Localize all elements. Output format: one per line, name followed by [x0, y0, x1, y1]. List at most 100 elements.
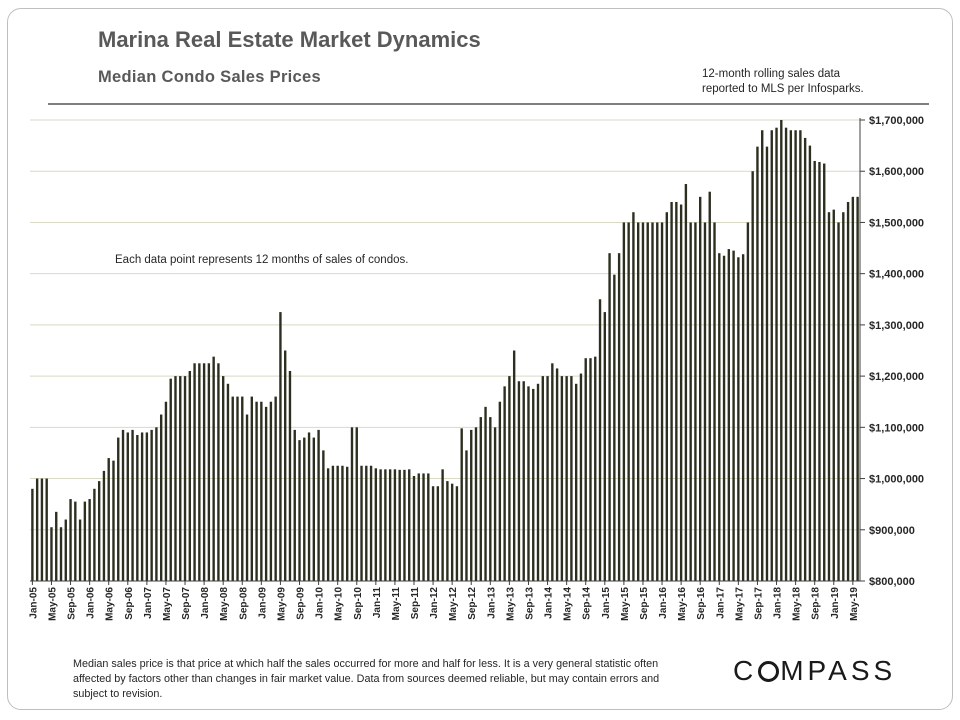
bar: [417, 473, 420, 581]
bar: [536, 383, 540, 581]
x-tick-label: Jan-09: [257, 587, 268, 619]
bar: [360, 465, 363, 581]
bar: [665, 212, 669, 581]
bar: [741, 254, 745, 582]
bar: [560, 376, 564, 581]
bar: [207, 363, 211, 581]
bar: [303, 437, 306, 581]
bar: [83, 501, 87, 581]
bar: [574, 383, 578, 581]
x-tick-label: May-13: [505, 587, 516, 621]
bar: [842, 212, 845, 581]
bar: [31, 488, 34, 581]
x-tick-label: Sep-08: [238, 587, 249, 620]
bar: [689, 222, 692, 581]
bar: [245, 414, 249, 581]
bar: [398, 469, 401, 581]
y-tick-label: $1,200,000: [869, 371, 924, 383]
bar: [350, 427, 354, 581]
x-tick-label: Sep-12: [467, 587, 478, 620]
bar: [403, 469, 406, 581]
bar: [646, 222, 649, 581]
bar: [293, 429, 296, 581]
x-tick-label: Jan-05: [28, 587, 39, 619]
bar: [651, 222, 654, 581]
bar: [78, 519, 82, 581]
bar: [422, 473, 425, 581]
x-tick-label: May-10: [334, 587, 345, 621]
bar: [803, 137, 807, 581]
bar: [264, 406, 268, 581]
bar: [412, 475, 416, 581]
bar: [479, 417, 482, 581]
bar: [202, 363, 206, 581]
bar: [436, 486, 440, 581]
x-tick-label: May-15: [620, 587, 631, 621]
bar: [74, 501, 77, 581]
x-tick-label: Sep-09: [296, 587, 307, 620]
logo-text-start: C: [733, 655, 758, 686]
x-tick-label: Jan-13: [486, 587, 497, 619]
bar: [112, 460, 115, 581]
x-tick-label: Jan-10: [315, 587, 326, 619]
x-tick-label: Sep-07: [181, 587, 192, 620]
bar: [627, 222, 630, 581]
bar: [188, 370, 191, 581]
bar: [269, 401, 273, 581]
x-tick-label: Sep-18: [811, 587, 822, 620]
x-tick-label: Jan-06: [86, 587, 97, 619]
bar: [603, 312, 606, 581]
bar: [226, 383, 230, 581]
bar: [675, 201, 678, 581]
bar: [393, 469, 397, 581]
bar: [307, 432, 311, 581]
bar: [250, 396, 254, 581]
bar: [121, 429, 125, 581]
data-source-note: 12-month rolling sales data reported to …: [702, 67, 864, 97]
bar: [808, 145, 812, 581]
bar: [288, 370, 292, 581]
x-tick-label: May-16: [677, 587, 688, 621]
bar: [613, 274, 616, 581]
bar: [97, 481, 101, 581]
bar: [164, 401, 168, 581]
y-tick-label: $1,000,000: [869, 474, 924, 486]
bar: [59, 527, 63, 581]
x-tick-label: May-05: [47, 587, 58, 621]
x-tick-label: Jan-19: [830, 587, 841, 619]
x-tick-label: Jan-14: [544, 587, 555, 619]
x-axis-ticks: Jan-05 May-05 Sep-05 Jan-06 May-06 Sep-06 Jan-…: [28, 581, 860, 621]
bar: [279, 312, 282, 581]
bar: [684, 184, 688, 581]
bar: [517, 381, 521, 581]
x-tick-label: May-06: [105, 587, 116, 621]
bar: [737, 257, 740, 581]
bar: [827, 212, 831, 581]
x-tick-label: May-14: [563, 587, 574, 621]
x-tick-label: Jan-11: [372, 587, 383, 619]
bar: [756, 146, 759, 581]
bar: [493, 427, 497, 581]
x-tick-label: Jan-16: [658, 587, 669, 619]
data-source-note-line1: 12-month rolling sales data: [702, 68, 841, 80]
data-source-note-line2: reported to MLS per Infosparks.: [702, 83, 864, 95]
bar: [298, 440, 301, 581]
bar: [326, 468, 330, 581]
y-tick-label: $900,000: [869, 525, 915, 537]
bar: [503, 386, 506, 581]
bar: [632, 212, 635, 581]
x-tick-label: Jan-08: [200, 587, 211, 619]
bar: [799, 130, 802, 581]
bar: [656, 222, 659, 581]
bar: [446, 481, 449, 581]
chart-annotation: Each data point represents 12 months of …: [115, 254, 409, 266]
bar: [212, 356, 215, 581]
chart-gridlines: [30, 119, 860, 582]
footer-disclaimer: Median sales price is that price at whic…: [73, 658, 660, 700]
bar: [136, 435, 139, 581]
bar: [35, 478, 39, 581]
bar: [474, 427, 478, 581]
bar: [508, 376, 511, 581]
bar: [460, 428, 463, 581]
chart-axes: [30, 118, 861, 582]
